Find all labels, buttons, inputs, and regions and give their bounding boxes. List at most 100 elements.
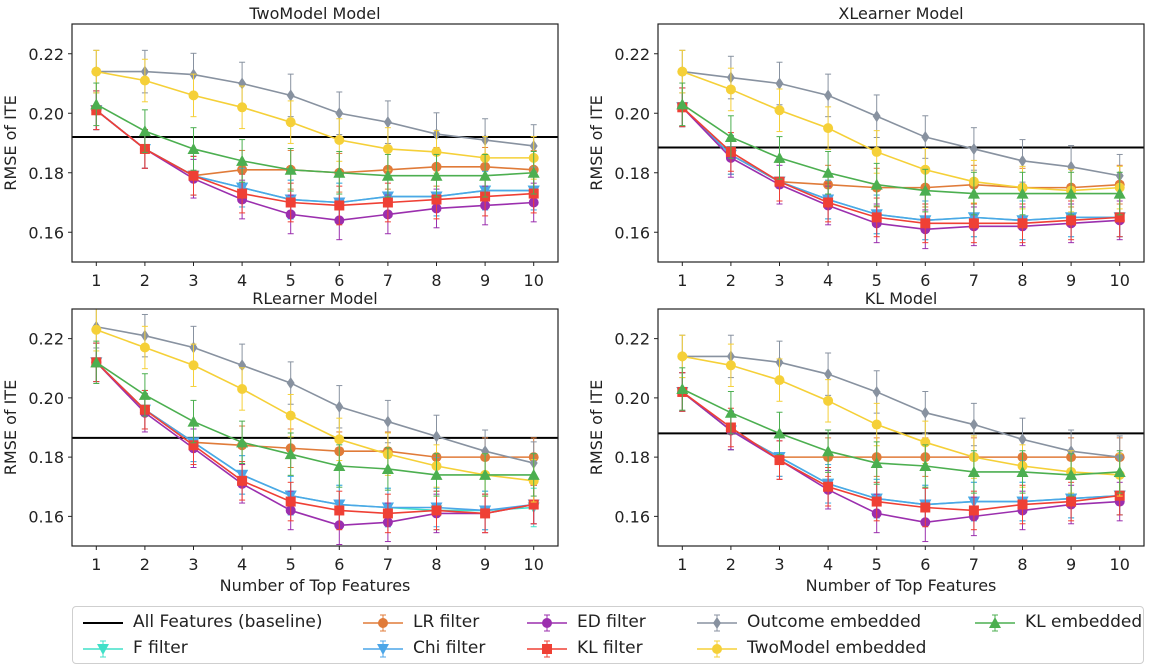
data-point <box>920 218 931 229</box>
data-point <box>90 98 103 110</box>
data-point <box>774 176 785 187</box>
data-point <box>822 166 835 178</box>
x-tick-label: 4 <box>237 271 247 290</box>
chart-panel-3: RLearner Model RMSE of ITE Number of Top F… <box>1 289 559 595</box>
data-point <box>872 385 881 398</box>
plot-area <box>658 49 1144 250</box>
x-tick-label: 8 <box>1017 271 1027 290</box>
data-point <box>1016 465 1029 477</box>
series-line <box>96 70 534 147</box>
legend-label: KL embedded <box>1025 612 1143 632</box>
data-point <box>919 184 932 196</box>
legend-label: All Features (baseline) <box>133 612 323 632</box>
y-tick-label: 0.18 <box>28 448 64 467</box>
plot-frame <box>71 308 559 547</box>
legend-swatch <box>527 640 567 658</box>
x-tick-label: 3 <box>188 271 198 290</box>
x-tick-label: 9 <box>480 555 490 574</box>
data-point <box>1017 218 1028 229</box>
series-line <box>681 391 1120 506</box>
data-point <box>479 468 492 480</box>
series-line <box>95 109 534 207</box>
data-point <box>139 75 150 86</box>
data-point <box>1113 465 1126 477</box>
x-tick-label: 8 <box>431 555 441 574</box>
data-point <box>919 460 932 472</box>
x-tick-label: 10 <box>1110 555 1130 574</box>
x-tick-label: 6 <box>920 271 930 290</box>
series-chi-filter <box>676 87 1126 241</box>
data-point <box>871 496 882 507</box>
series-line <box>681 106 1120 222</box>
legend: All Features (baseline) F filter LR filter… <box>72 606 1144 664</box>
y-tick-label: 0.16 <box>28 507 64 526</box>
data-point <box>725 360 736 371</box>
y-tick-label: 0.20 <box>614 104 650 123</box>
data-point <box>1113 187 1126 199</box>
series-line <box>682 70 1120 192</box>
data-point <box>188 170 199 181</box>
chart-panel-4: KL Model RMSE of ITE Number of Top Feature… <box>587 289 1145 595</box>
data-point <box>382 197 393 208</box>
x-tick-label: 5 <box>872 271 882 290</box>
data-point <box>1018 433 1027 446</box>
y-tick-label: 0.22 <box>614 45 650 64</box>
series-chi-filter <box>90 342 540 531</box>
x-tick-label: 8 <box>431 271 441 290</box>
series-line <box>95 361 534 476</box>
x-tick-label: 10 <box>1110 271 1130 290</box>
data-point <box>187 415 200 427</box>
data-point <box>335 400 344 413</box>
data-point <box>383 415 392 428</box>
data-point <box>527 166 540 178</box>
data-point <box>432 430 441 443</box>
y-tick-label: 0.22 <box>614 330 650 349</box>
data-point <box>188 360 199 371</box>
series-twomodel-embedded <box>677 334 1125 497</box>
series-line <box>681 391 1120 524</box>
data-point <box>381 462 394 474</box>
chart-title: XLearner Model <box>838 4 963 23</box>
data-point <box>286 89 295 102</box>
data-point <box>286 377 295 390</box>
y-tick-label: 0.20 <box>28 104 64 123</box>
x-tick-label: 9 <box>1066 555 1076 574</box>
x-tick-label: 3 <box>774 271 784 290</box>
legend-swatch <box>527 614 567 632</box>
data-point <box>969 142 978 155</box>
x-tick-label: 5 <box>286 555 296 574</box>
data-point <box>383 116 392 129</box>
data-point <box>236 436 249 448</box>
y-tick-label: 0.16 <box>614 223 650 242</box>
series-line <box>95 361 534 512</box>
data-point <box>775 77 784 90</box>
data-point <box>382 508 393 519</box>
chart-title: KL Model <box>865 289 938 308</box>
data-point <box>430 468 443 480</box>
legend-marker <box>378 618 388 628</box>
data-point <box>237 383 248 394</box>
data-point <box>284 163 297 175</box>
legend-label: Outcome embedded <box>747 612 922 632</box>
data-point <box>334 200 345 211</box>
series-line <box>95 103 534 177</box>
data-point <box>237 188 248 199</box>
y-tick-label: 0.18 <box>614 448 650 467</box>
data-point <box>381 169 394 181</box>
plot-frame <box>71 23 559 263</box>
series-twomodel-embedded <box>91 49 539 180</box>
x-tick-label: 1 <box>677 555 687 574</box>
data-point <box>188 440 199 451</box>
data-point <box>138 388 151 400</box>
data-point <box>187 142 200 154</box>
data-point <box>1016 187 1029 199</box>
series-line <box>96 328 534 482</box>
figure-canvas: TwoModel Model RMSE of ITE 0.16 0.18 0.20 0.2… <box>1 4 1145 595</box>
data-point <box>1066 215 1077 226</box>
chart-panel-2: XLearner Model RMSE of ITE 0.16 0.18 0.20 0.2… <box>587 4 1145 290</box>
data-point <box>676 98 689 110</box>
data-point <box>967 187 980 199</box>
series-line <box>681 388 1120 476</box>
data-point <box>334 135 345 146</box>
legend-marker <box>712 644 722 654</box>
